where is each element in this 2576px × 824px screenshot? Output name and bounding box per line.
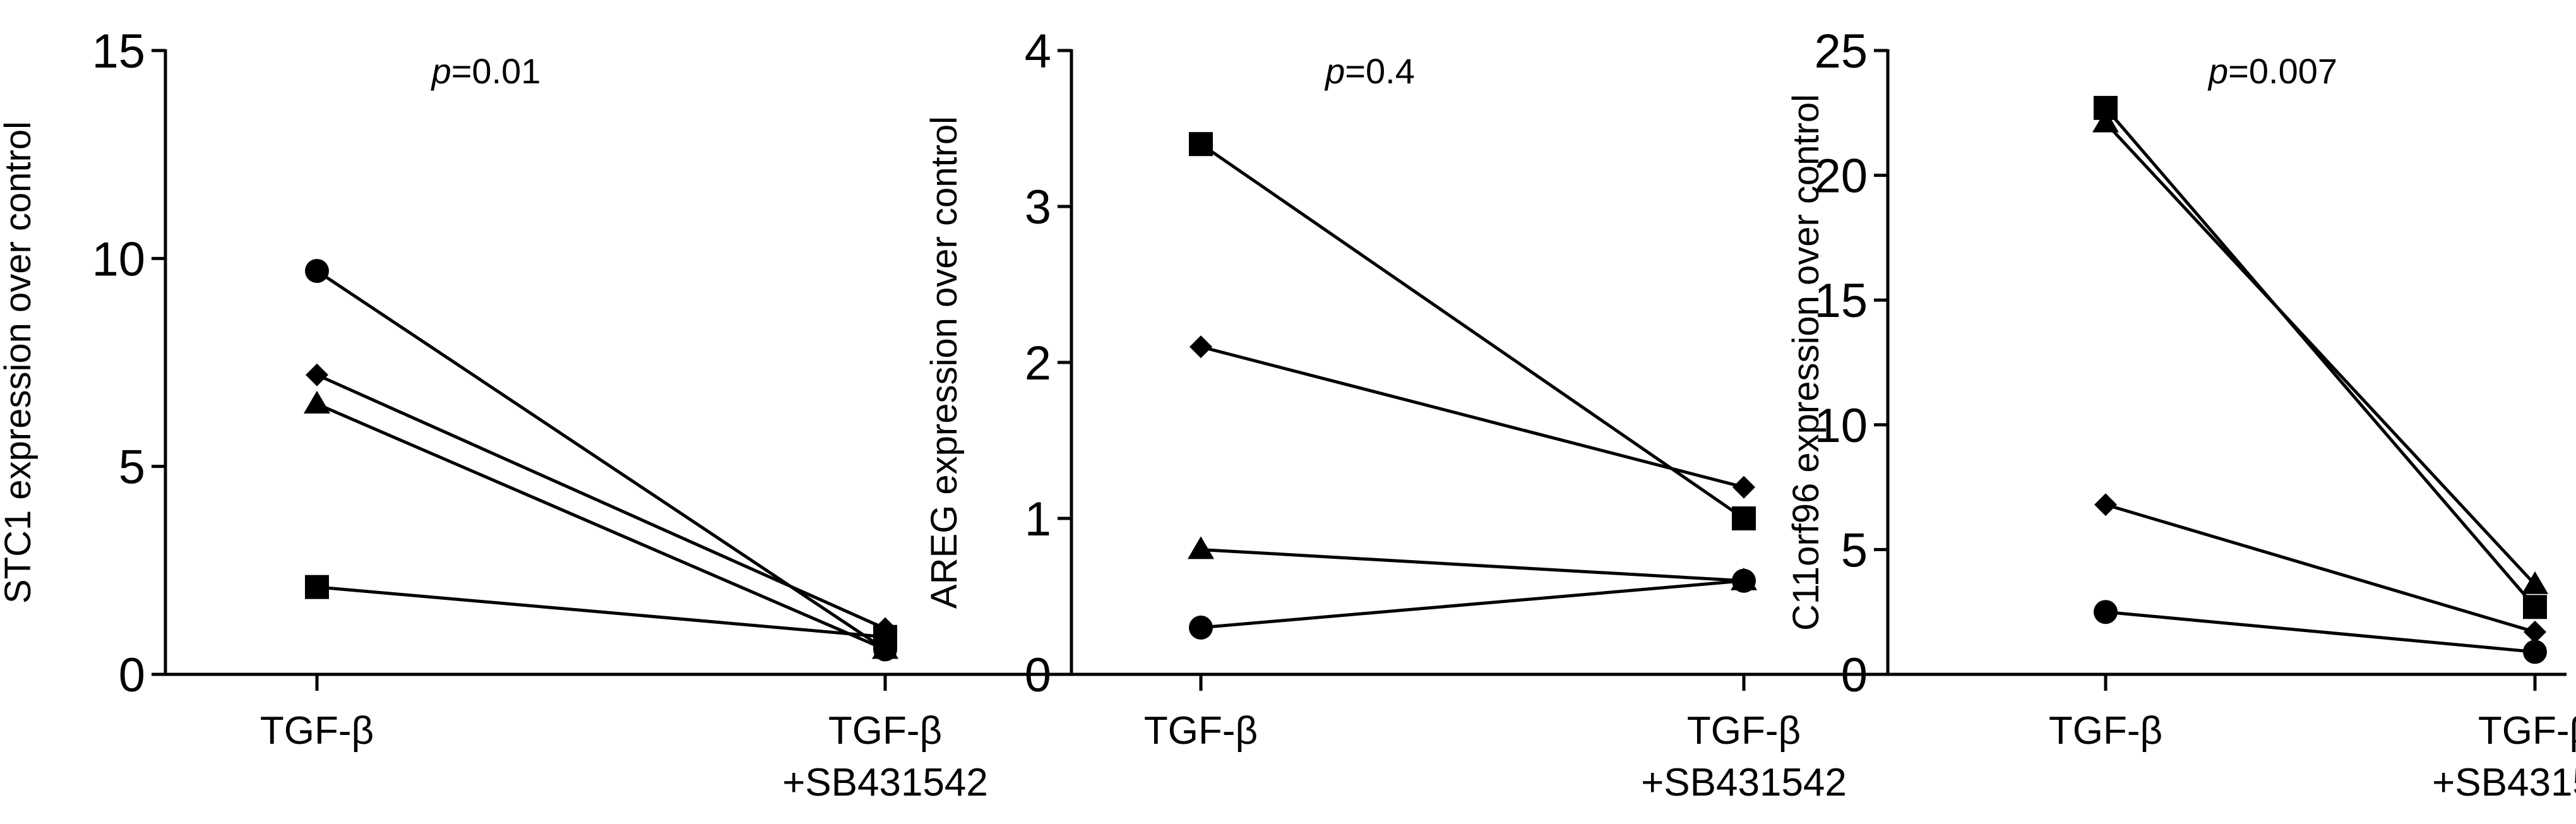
- data-point-diamond: [306, 363, 328, 386]
- y-tick-label: 0: [1025, 648, 1051, 702]
- y-axis-title: STC1 expression over control: [0, 121, 39, 604]
- series-line-triangle: [2104, 121, 2536, 586]
- y-tick-label: 10: [1814, 399, 1868, 453]
- data-point-square: [873, 624, 897, 649]
- series-line-circle: [316, 270, 886, 651]
- p-value-number: =0.007: [2228, 51, 2337, 91]
- series-line-triangle: [316, 402, 886, 651]
- y-tick-label: 10: [92, 232, 145, 286]
- p-value-symbol: p: [2207, 51, 2228, 91]
- data-point-diamond: [2524, 620, 2546, 643]
- series-line-diamond: [316, 373, 886, 630]
- p-value-number: =0.01: [451, 51, 541, 91]
- x-tick-label: TGF-β: [260, 709, 374, 753]
- x-tick-label: TGF-β: [1687, 709, 1801, 753]
- data-point-circle: [305, 259, 329, 284]
- data-point-circle: [2523, 640, 2547, 664]
- data-point-circle: [1732, 568, 1756, 593]
- y-tick-label: 15: [1814, 274, 1868, 328]
- y-axis-title: AREG expression over control: [924, 116, 965, 609]
- y-tick-label: 15: [92, 25, 145, 78]
- data-point-triangle: [304, 390, 330, 414]
- data-point-diamond: [1732, 475, 1755, 499]
- p-value-number: =0.4: [1345, 51, 1415, 91]
- y-tick-label: 0: [1841, 648, 1868, 702]
- chart-panel-3: 0 5 10 15 20 25 TGF-β TGF-β +SB431542 C11orf96 ex…: [1786, 25, 2576, 804]
- chart-panel-2: 0 1 2 3 4 TGF-β TGF-β +SB431542 AREG expression …: [924, 25, 1894, 804]
- x-tick-label: TGF-β: [1144, 709, 1258, 753]
- y-tick-label: 5: [119, 441, 145, 494]
- data-point-diamond: [1190, 335, 1212, 359]
- data-point-square: [1189, 132, 1213, 157]
- y-tick-label: 1: [1025, 493, 1051, 546]
- series-line-diamond: [2105, 503, 2536, 634]
- series-line-diamond: [1200, 345, 1744, 489]
- series-line-square: [1200, 143, 1745, 520]
- p-value-annotation: p=0.01: [431, 51, 541, 91]
- data-point-triangle: [1188, 536, 1214, 559]
- p-value-annotation: p=0.007: [2207, 51, 2337, 91]
- data-point-square: [2523, 595, 2547, 619]
- y-tick-label: 2: [1025, 337, 1051, 390]
- p-value-symbol: p: [431, 51, 451, 91]
- p-value-annotation: p=0.4: [1324, 51, 1415, 91]
- series-line-triangle: [1200, 547, 1744, 583]
- data-point-circle: [1189, 615, 1213, 640]
- data-point-circle: [2094, 600, 2118, 624]
- data-point-triangle: [2092, 109, 2119, 133]
- data-point-square: [305, 575, 329, 599]
- series-line-circle: [1200, 579, 1744, 630]
- x-tick-label: TGF-β: [828, 709, 942, 753]
- y-axis-title: C11orf96 expression over control: [1786, 94, 1827, 631]
- p-value-symbol: p: [1324, 51, 1345, 91]
- data-point-diamond: [2094, 493, 2117, 516]
- y-tick-label: 20: [1814, 150, 1868, 203]
- y-tick-label: 3: [1025, 181, 1051, 234]
- y-tick-label: 5: [1841, 523, 1868, 577]
- x-tick-label: +SB431542: [782, 761, 988, 804]
- series-line-square: [316, 585, 886, 639]
- y-tick-label: 25: [1814, 25, 1868, 78]
- y-tick-label: 4: [1025, 25, 1051, 78]
- x-tick-label: TGF-β: [2049, 709, 2162, 753]
- x-tick-label: +SB431542: [1641, 761, 1847, 804]
- series-line-square: [2104, 107, 2536, 608]
- x-tick-label: +SB431542: [2432, 761, 2576, 804]
- x-tick-label: TGF-β: [2478, 709, 2576, 753]
- series-line-circle: [2105, 610, 2536, 654]
- data-point-square: [1732, 506, 1756, 530]
- y-tick-label: 0: [119, 648, 145, 702]
- data-point-triangle: [2522, 571, 2548, 594]
